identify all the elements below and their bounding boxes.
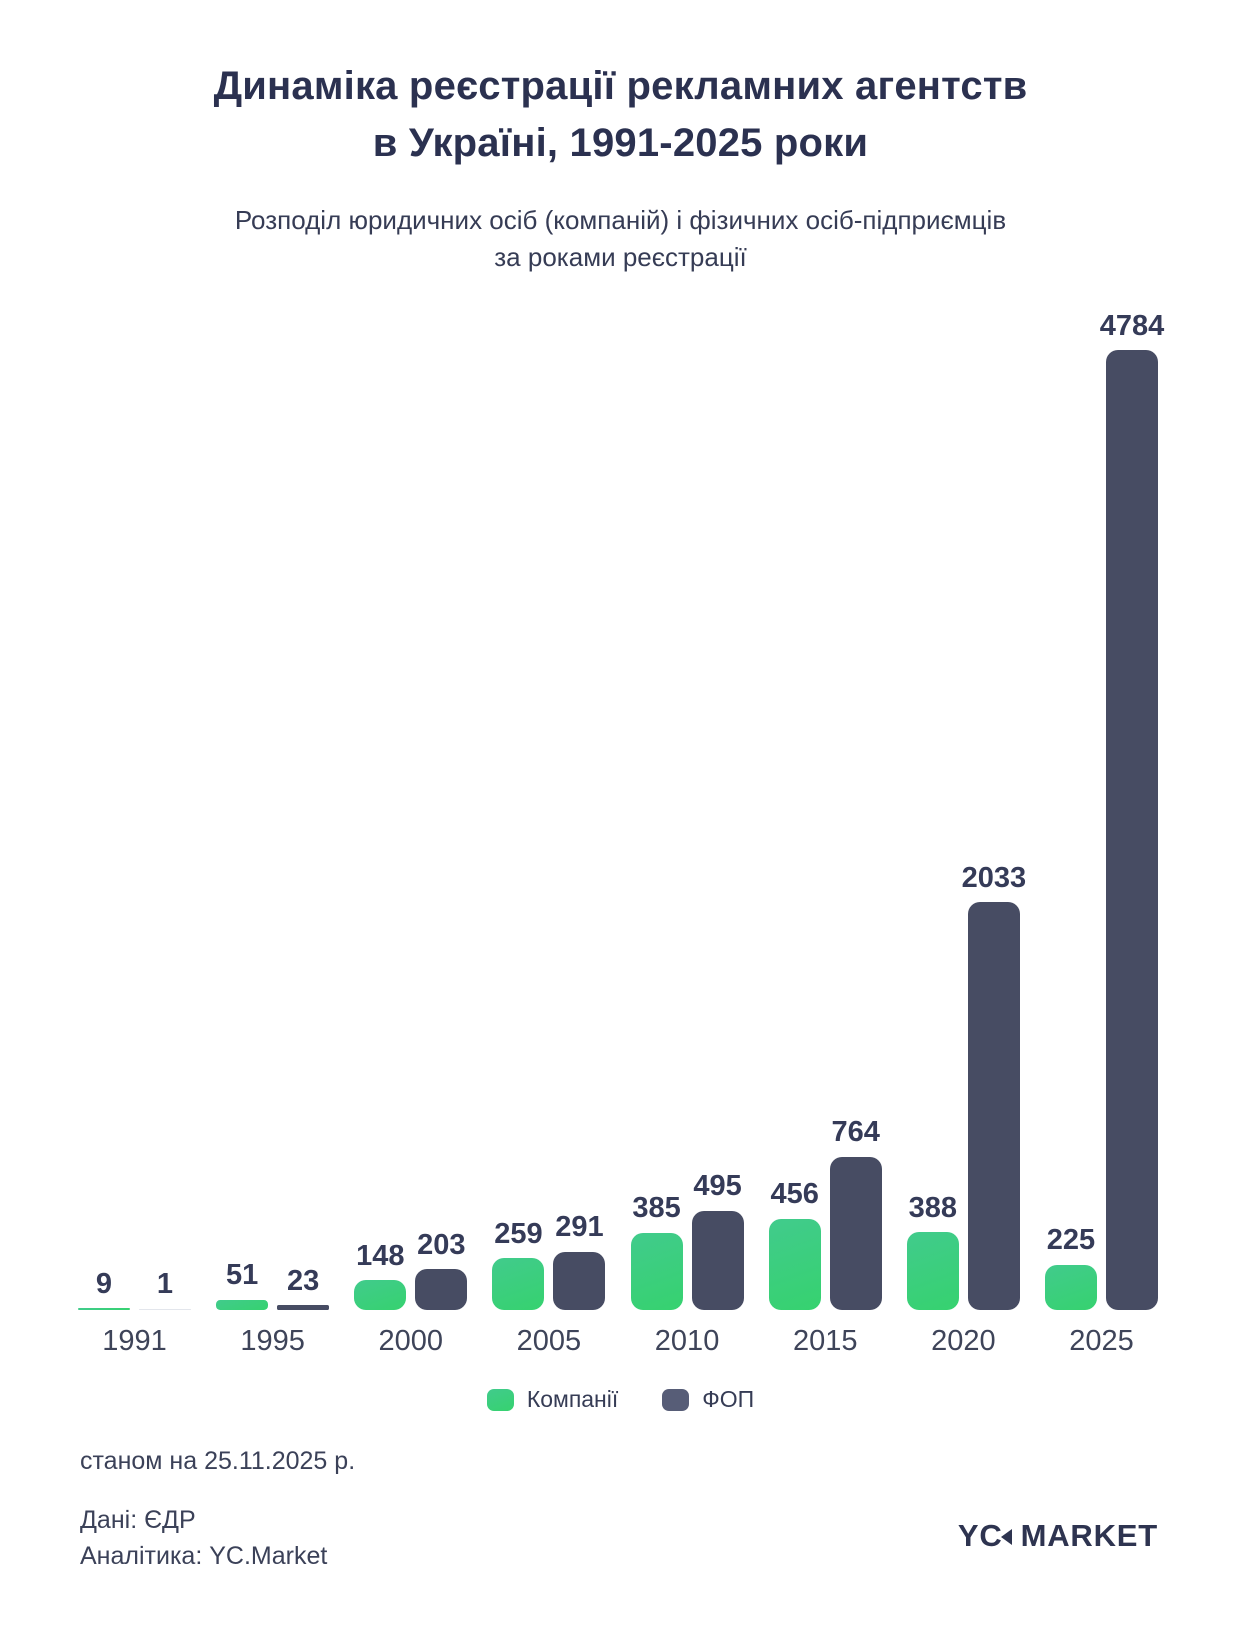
bar-column-companies-2025: 225 [1044, 1224, 1097, 1310]
bar-group-2025: 225 4784 2025 [1044, 310, 1164, 1357]
value-label: 51 [226, 1259, 259, 1292]
value-label: 291 [555, 1211, 604, 1244]
value-label: 764 [831, 1116, 880, 1149]
bar-fop-1991 [139, 1308, 191, 1310]
bar-group-2020: 388 2033 2020 [906, 862, 1026, 1357]
bar-fop-2000 [415, 1269, 468, 1310]
bar-column-fop-2005: 291 [553, 1211, 606, 1310]
bar-column-fop-1991: 1 [139, 1269, 191, 1310]
bar-fop-1995 [277, 1305, 330, 1310]
value-label: 225 [1046, 1224, 1096, 1257]
logo-wedge-icon [1000, 1529, 1012, 1545]
x-axis-label-1991: 1991 [102, 1325, 167, 1357]
x-axis-label-2015: 2015 [792, 1325, 858, 1357]
value-label: 4784 [1099, 309, 1165, 342]
header: Динаміка реєстрації рекламних агентств в… [0, 58, 1241, 276]
x-axis-label-2025: 2025 [1069, 1325, 1134, 1357]
bar-column-fop-1995: 23 [277, 1264, 330, 1310]
bar-column-companies-2005: 259 [492, 1217, 545, 1310]
chart-subtitle-line2: за роками реєстрації [494, 242, 747, 272]
fop-swatch-icon [662, 1388, 690, 1411]
bar-column-fop-2020: 2033 [962, 862, 1026, 1310]
bar-group-1991: 9 1 1991 [78, 1267, 191, 1357]
bar-companies-2010 [630, 1232, 683, 1310]
legend-label-fop: ФОП [702, 1386, 755, 1412]
value-label: 385 [632, 1192, 681, 1225]
bar-companies-1991 [78, 1308, 130, 1310]
bar-fop-2025 [1105, 350, 1158, 1310]
value-label: 2033 [961, 861, 1027, 894]
yc-market-logo: YC MARKET [958, 1518, 1158, 1554]
value-label: 495 [693, 1170, 742, 1203]
chart-subtitle: Розподіл юридичних осіб (компаній) і фіз… [0, 202, 1241, 276]
bar-fop-2020 [967, 902, 1020, 1310]
bar-fop-2010 [691, 1210, 744, 1310]
value-label: 456 [770, 1178, 819, 1211]
bar-companies-2020 [906, 1232, 959, 1310]
logo-yc-text: YC [957, 1518, 1003, 1553]
bar-column-companies-2010: 385 [630, 1192, 683, 1310]
bar-column-fop-2000: 203 [415, 1228, 468, 1310]
bar-column-fop-2015: 764 [829, 1116, 882, 1310]
bar-companies-2005 [492, 1258, 545, 1310]
data-source: Дані: ЄДР [80, 1506, 196, 1534]
bar-fop-2015 [829, 1156, 882, 1310]
grouped-bar-chart: 9 1 1991 51 23 1995 148 203 2000 259 291 2005 385 495… [78, 300, 1164, 1357]
bar-column-companies-1995: 51 [216, 1259, 269, 1310]
bar-column-fop-2025: 4784 [1100, 310, 1164, 1310]
bar-group-2015: 456 764 2015 [768, 1116, 882, 1357]
logo-market-text: MARKET [1020, 1518, 1158, 1553]
value-label: 9 [95, 1267, 113, 1300]
value-label: 203 [417, 1228, 466, 1261]
legend-item-companies: Компанії [486, 1386, 619, 1413]
bar-column-companies-2015: 456 [768, 1178, 821, 1310]
chart-legend: Компанії ФОП [0, 1386, 1241, 1413]
value-label: 23 [287, 1264, 320, 1297]
bar-companies-2000 [354, 1280, 407, 1310]
bar-column-companies-2020: 388 [906, 1191, 959, 1310]
bar-group-2000: 148 203 2000 [354, 1228, 468, 1357]
legend-item-fop: ФОП [662, 1386, 754, 1413]
value-label: 1 [156, 1268, 174, 1301]
chart-title-line2: в Україні, 1991-2025 роки [372, 121, 869, 165]
bar-column-companies-2000: 148 [354, 1239, 407, 1310]
chart-title: Динаміка реєстрації рекламних агентств в… [0, 58, 1241, 172]
value-label: 148 [356, 1239, 405, 1272]
legend-label-companies: Компанії [526, 1386, 619, 1412]
bar-companies-2015 [768, 1218, 821, 1310]
bar-companies-2025 [1044, 1264, 1097, 1310]
bar-group-2010: 385 495 2010 [630, 1170, 744, 1357]
x-axis-label-2000: 2000 [378, 1325, 444, 1357]
bar-group-1995: 51 23 1995 [216, 1259, 330, 1357]
value-label: 259 [494, 1217, 543, 1250]
analytics-credit: Аналітика: YC.Market [80, 1542, 328, 1570]
bar-fop-2005 [553, 1251, 606, 1310]
bar-companies-1995 [216, 1299, 269, 1310]
bar-column-fop-2010: 495 [691, 1170, 744, 1310]
value-label: 388 [908, 1191, 958, 1224]
x-axis-label-1995: 1995 [240, 1325, 305, 1357]
chart-title-line1: Динаміка реєстрації рекламних агентств [213, 64, 1028, 108]
as-of-date: станом на 25.11.2025 р. [80, 1447, 356, 1475]
chart-subtitle-line1: Розподіл юридичних осіб (компаній) і фіз… [234, 205, 1007, 235]
companies-swatch-icon [486, 1388, 514, 1411]
x-axis-label-2005: 2005 [516, 1325, 582, 1357]
bar-column-companies-1991: 9 [78, 1267, 130, 1310]
x-axis-label-2010: 2010 [654, 1325, 720, 1357]
x-axis-label-2020: 2020 [931, 1325, 996, 1357]
bar-group-2005: 259 291 2005 [492, 1211, 606, 1357]
